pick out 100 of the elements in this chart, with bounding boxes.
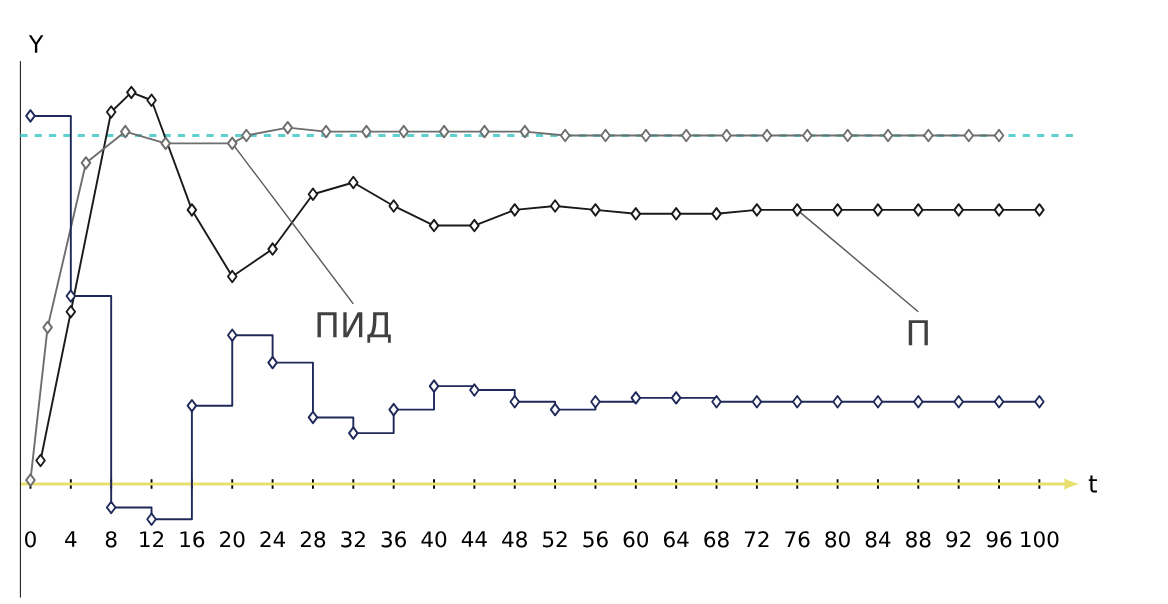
point xyxy=(751,394,763,409)
point xyxy=(126,85,137,99)
point xyxy=(923,128,934,143)
point xyxy=(428,218,440,233)
point xyxy=(509,203,520,217)
point xyxy=(993,128,1005,143)
x-tick-label: 8 xyxy=(105,530,117,548)
x-tick-label: 100 xyxy=(1021,530,1059,548)
point xyxy=(872,394,884,409)
x-tick-label: 44 xyxy=(461,531,487,547)
point xyxy=(146,512,157,526)
point xyxy=(348,175,359,190)
point xyxy=(802,128,813,143)
x-tick-label: 28 xyxy=(300,530,326,548)
point xyxy=(761,128,773,143)
x-tick-label: 40 xyxy=(421,530,447,548)
y-axis-title: Y xyxy=(28,35,44,53)
point xyxy=(670,391,682,405)
point xyxy=(913,203,924,217)
point xyxy=(307,187,319,201)
point xyxy=(479,124,490,139)
point xyxy=(832,394,843,409)
point xyxy=(226,328,238,342)
point xyxy=(791,394,803,409)
x-tick-label: 12 xyxy=(140,530,164,547)
x-tick-label: 84 xyxy=(865,530,891,548)
x-tick-label: 48 xyxy=(502,530,527,548)
point xyxy=(953,394,964,409)
point xyxy=(953,203,964,217)
x-tick-label: 32 xyxy=(341,530,365,548)
point xyxy=(993,203,1005,217)
point xyxy=(388,402,399,417)
x-tick-label: 64 xyxy=(664,530,689,548)
x-tick-label: 96 xyxy=(986,530,1012,548)
x-tick-label: 16 xyxy=(180,530,205,548)
point xyxy=(469,383,480,397)
point xyxy=(398,124,410,139)
x-tick-label: 24 xyxy=(260,530,286,547)
point xyxy=(640,128,652,143)
point xyxy=(872,203,884,217)
x-tick-label: 0 xyxy=(25,530,36,548)
point xyxy=(267,355,278,370)
point xyxy=(1034,394,1045,409)
point xyxy=(438,124,450,139)
point xyxy=(993,394,1005,409)
text: ПИД xyxy=(317,312,391,343)
point xyxy=(35,453,46,468)
point xyxy=(65,289,77,303)
point xyxy=(469,218,480,233)
point xyxy=(963,128,974,143)
x-tick-label: 56 xyxy=(583,530,608,548)
point xyxy=(832,203,843,217)
point xyxy=(226,136,238,150)
x-tick-label: 76 xyxy=(785,530,810,548)
x-tick-label: 72 xyxy=(744,530,769,547)
point xyxy=(320,124,332,139)
point xyxy=(80,156,92,170)
point xyxy=(160,136,171,150)
point xyxy=(267,242,278,256)
point xyxy=(226,269,238,283)
point xyxy=(282,120,293,135)
point xyxy=(711,206,722,221)
point xyxy=(42,320,53,334)
x-tick-label: 80 xyxy=(825,530,850,548)
point xyxy=(25,109,36,123)
x-tick-label: 4 xyxy=(65,531,77,547)
point xyxy=(186,398,198,413)
x-tick-label: 52 xyxy=(543,530,567,548)
x-tick-label: 20 xyxy=(220,530,245,548)
point xyxy=(241,128,252,143)
point xyxy=(670,206,682,221)
point xyxy=(361,124,372,139)
point xyxy=(882,128,894,143)
point xyxy=(630,391,642,405)
x-tick-label: 36 xyxy=(381,530,406,548)
point xyxy=(428,379,440,393)
point xyxy=(519,124,531,139)
point xyxy=(711,394,722,409)
point xyxy=(25,473,36,487)
x-tick-label: 92 xyxy=(946,530,971,548)
point xyxy=(681,128,692,143)
point xyxy=(842,128,853,143)
point xyxy=(791,203,803,217)
point xyxy=(186,203,198,217)
point xyxy=(146,93,157,107)
point xyxy=(913,394,924,409)
point xyxy=(65,304,77,319)
point xyxy=(307,410,319,424)
point xyxy=(120,124,131,139)
x-tick-label: 60 xyxy=(623,530,649,548)
point xyxy=(600,128,611,143)
point xyxy=(590,394,601,409)
point xyxy=(348,426,359,440)
point xyxy=(1034,203,1045,217)
point xyxy=(630,206,642,221)
text: П xyxy=(908,319,928,346)
point xyxy=(751,203,763,217)
point xyxy=(549,199,561,213)
x-axis-title: t xyxy=(1088,475,1097,493)
point xyxy=(559,128,571,143)
